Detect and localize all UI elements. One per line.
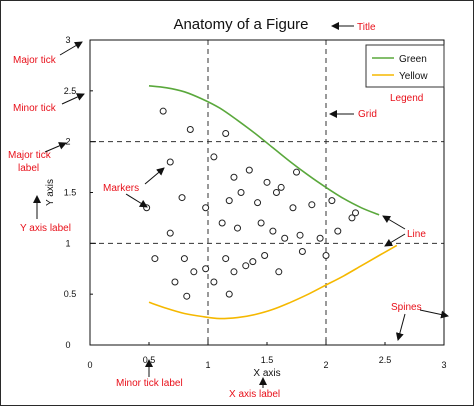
y-minor-tick-label: 2.5	[64, 86, 77, 96]
x-major-tick-label: 1	[205, 360, 210, 370]
data-marker	[316, 234, 324, 242]
data-marker	[277, 183, 285, 191]
arrow-major-tick-label	[44, 142, 67, 153]
data-marker	[242, 262, 250, 270]
data-marker	[254, 199, 262, 207]
annotation-y-axis-label: Y axis label	[20, 223, 71, 234]
data-marker	[222, 130, 230, 138]
data-marker	[190, 268, 198, 276]
data-marker	[245, 166, 253, 174]
data-marker	[257, 219, 265, 227]
annotations: Title Major tick Minor tick Legend Grid …	[8, 22, 449, 400]
annotation-markers: Markers	[103, 183, 139, 194]
data-marker	[334, 227, 342, 235]
x-minor-tick-label: 1.5	[261, 355, 274, 365]
series-line-green	[148, 85, 380, 216]
data-marker	[210, 153, 218, 161]
legend-frame	[365, 44, 445, 88]
arrow-line-1	[382, 215, 406, 230]
data-marker	[249, 258, 257, 266]
data-marker	[210, 278, 218, 286]
annotation-grid: Grid	[358, 109, 377, 120]
data-marker	[352, 209, 359, 217]
annotation-line: Line	[407, 229, 426, 240]
series-lines	[148, 85, 398, 320]
data-marker	[180, 255, 188, 263]
data-marker	[296, 231, 304, 239]
data-marker	[322, 252, 330, 260]
data-marker	[263, 178, 271, 186]
legend: Green Yellow	[365, 44, 445, 88]
data-marker	[261, 252, 269, 260]
annotation-spines: Spines	[391, 302, 422, 313]
data-marker	[328, 197, 336, 205]
data-marker	[230, 173, 238, 181]
data-marker	[159, 107, 167, 115]
y-axis-label: Y axis	[45, 179, 56, 206]
grid-lines	[90, 40, 444, 345]
data-marker	[222, 255, 230, 263]
x-minor-tick-label: 2.5	[379, 355, 392, 365]
data-marker	[186, 125, 194, 133]
arrow-line-2	[384, 233, 406, 247]
legend-label-yellow: Yellow	[399, 71, 428, 82]
data-marker	[230, 268, 238, 276]
y-major-tick-label: 3	[65, 35, 70, 45]
data-marker	[225, 290, 233, 298]
data-marker	[269, 227, 277, 235]
data-marker	[289, 204, 297, 212]
x-major-tick-label: 3	[441, 360, 446, 370]
data-marker	[234, 224, 241, 232]
data-marker	[308, 201, 316, 209]
marker-points	[143, 107, 359, 300]
annotation-major-tick: Major tick	[13, 55, 57, 66]
data-marker	[237, 189, 245, 196]
data-marker	[272, 189, 280, 196]
annotation-x-axis-label: X axis label	[229, 389, 280, 400]
data-marker	[166, 229, 174, 237]
data-marker	[225, 197, 233, 205]
data-marker	[293, 168, 300, 176]
y-major-tick-label: 1	[65, 238, 70, 248]
series-line-yellow	[148, 244, 398, 320]
chart-title: Anatomy of a Figure	[173, 16, 308, 33]
annotation-minor-tick: Minor tick	[13, 103, 57, 114]
annotation-major-tick-label-line1: Major tick	[8, 150, 52, 161]
data-marker	[348, 214, 356, 222]
data-marker	[281, 234, 289, 242]
arrow-minor-tick	[61, 93, 85, 105]
data-marker	[166, 158, 174, 166]
annotation-title: Title	[357, 22, 376, 33]
data-marker	[178, 194, 186, 202]
x-axis-label: X axis	[253, 368, 280, 379]
annotation-legend: Legend	[390, 93, 423, 104]
arrow-spines-2	[395, 313, 406, 341]
annotation-minor-tick-label: Minor tick label	[116, 378, 183, 389]
legend-label-green: Green	[399, 54, 427, 65]
arrow-markers-2	[125, 193, 148, 208]
data-marker	[202, 265, 210, 273]
arrow-major-tick	[59, 41, 83, 56]
arrow-markers-1	[144, 167, 165, 185]
arrow-spines-1	[419, 309, 449, 319]
annotation-major-tick-label-line2: label	[18, 163, 39, 174]
x-major-tick-label: 2	[323, 360, 328, 370]
data-marker	[202, 204, 210, 212]
data-marker	[218, 219, 226, 227]
data-marker	[275, 268, 283, 276]
x-major-tick-label: 0	[87, 360, 92, 370]
y-major-tick-label: 2	[65, 137, 70, 147]
data-marker	[151, 255, 159, 263]
data-marker	[171, 278, 179, 286]
y-major-tick-label: 0	[65, 340, 70, 350]
y-minor-tick-label: 1.5	[64, 188, 77, 198]
y-minor-tick-label: 0.5	[64, 289, 77, 299]
data-marker	[298, 247, 306, 255]
data-marker	[183, 292, 191, 300]
